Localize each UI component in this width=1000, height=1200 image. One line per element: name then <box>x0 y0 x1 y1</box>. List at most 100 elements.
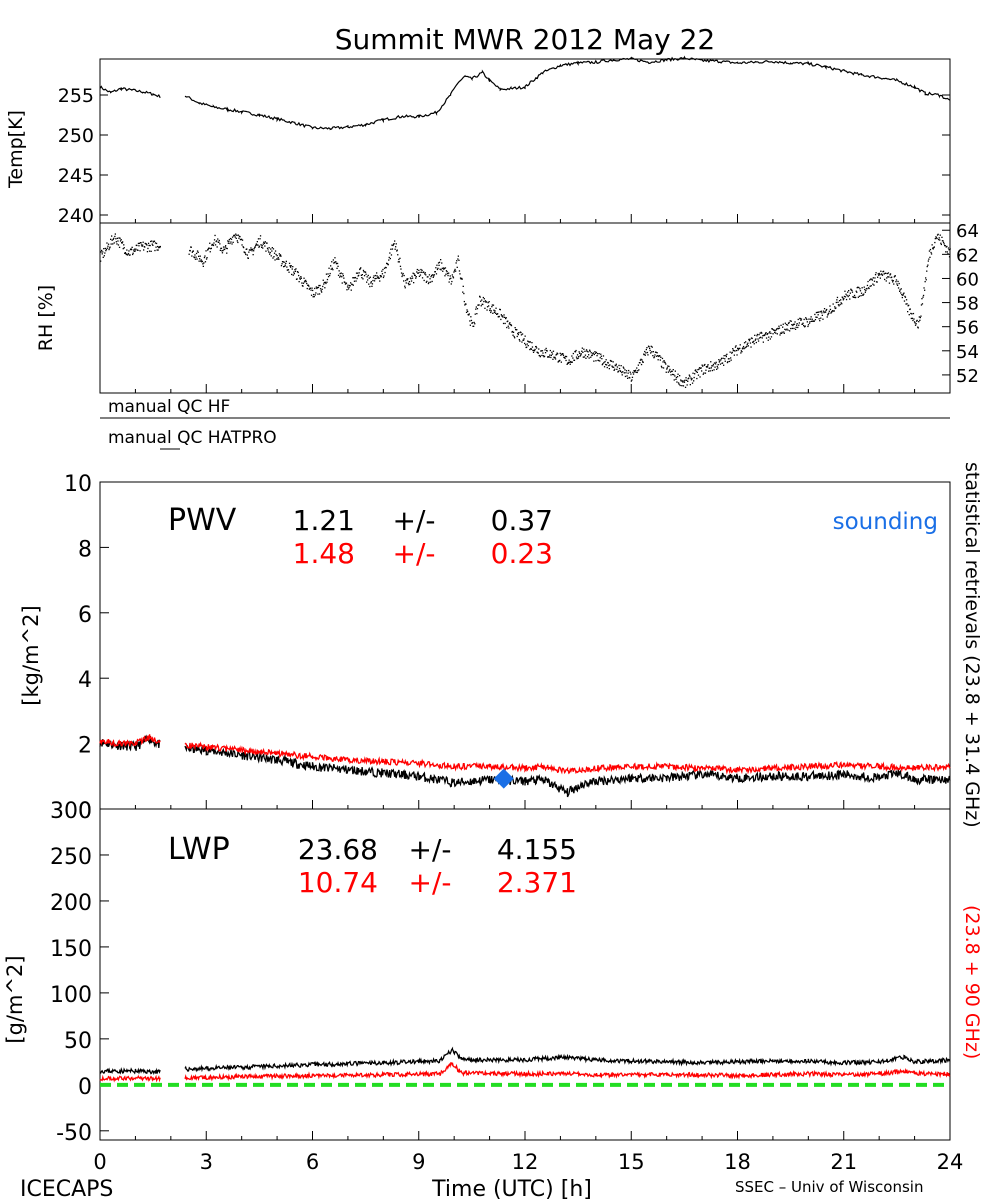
rh-point <box>872 277 874 279</box>
rh-point <box>728 360 731 363</box>
rh-point <box>759 332 761 334</box>
rh-point <box>642 361 644 363</box>
rh-point <box>138 245 140 247</box>
rh-point <box>210 247 212 249</box>
rh-point <box>423 271 425 273</box>
rh-point <box>668 365 670 368</box>
rh-point <box>790 320 792 322</box>
rh-point <box>211 244 213 246</box>
rh-point <box>630 373 632 375</box>
rh-point <box>224 248 226 251</box>
rh-point <box>754 334 756 336</box>
rh-point <box>567 362 569 364</box>
rh-point <box>268 247 270 249</box>
rh-point <box>678 383 680 385</box>
rh-point <box>531 342 533 344</box>
rh-point <box>482 296 484 299</box>
rh-point <box>523 338 525 340</box>
rh-point <box>749 342 752 344</box>
rh-point <box>848 290 850 292</box>
rh-point <box>194 258 197 260</box>
rh-point <box>784 328 786 330</box>
rh-point <box>397 254 399 256</box>
rh-point <box>343 277 345 279</box>
rh-point <box>471 322 474 324</box>
rh-point <box>389 257 391 260</box>
rh-point <box>887 272 890 274</box>
rh-point <box>666 368 668 370</box>
rh-point <box>675 378 677 380</box>
rh-point <box>445 273 447 275</box>
rh-point <box>679 384 681 387</box>
rh-point <box>927 260 929 262</box>
rh-point <box>629 371 631 373</box>
rh-point <box>470 316 472 318</box>
rh-point <box>743 342 746 344</box>
rh-point <box>288 271 290 273</box>
rh-point <box>749 338 751 340</box>
rh-point <box>437 267 439 269</box>
rh-point <box>743 348 745 350</box>
rh-point <box>711 365 713 367</box>
rh-point <box>641 359 643 361</box>
rh-point <box>776 333 778 335</box>
rh-point <box>271 247 273 249</box>
rh-point <box>602 355 605 357</box>
rh-point <box>457 258 459 260</box>
rh-point <box>712 365 714 367</box>
rh-point <box>136 244 138 247</box>
rh-point <box>615 363 617 365</box>
lwp-xtick-label: 18 <box>724 1150 751 1174</box>
rh-point <box>374 274 377 277</box>
rh-point <box>433 274 435 276</box>
rh-point <box>204 261 207 263</box>
rh-point <box>480 300 482 302</box>
rh-point <box>371 285 373 287</box>
rh-point <box>613 369 615 371</box>
rh-point <box>331 261 333 263</box>
rh-point <box>849 292 851 294</box>
rh-point <box>205 258 208 260</box>
rh-point <box>419 271 421 274</box>
rh-point <box>575 356 578 358</box>
rh-point <box>769 331 771 333</box>
rh-point <box>660 356 662 358</box>
lwp-xtick-label: 21 <box>830 1150 857 1174</box>
rh-point <box>762 335 764 337</box>
rh-point <box>776 328 778 330</box>
rh-point <box>301 282 303 284</box>
rh-point <box>827 313 829 315</box>
rh-point <box>535 345 537 348</box>
rh-point <box>455 270 457 272</box>
rh-point <box>583 356 586 358</box>
rh-point <box>402 272 404 275</box>
rh-point <box>840 299 842 301</box>
rh-point <box>665 363 667 365</box>
rh-point <box>941 236 943 238</box>
rh-point <box>876 281 878 283</box>
rh-point <box>255 243 257 245</box>
rh-point <box>207 248 209 250</box>
rh-point <box>279 255 281 257</box>
rh-point <box>475 308 477 310</box>
rh-point <box>408 281 411 283</box>
rh-point <box>856 291 858 293</box>
lwp-stat-pm: +/- <box>409 833 452 866</box>
rh-point <box>698 367 701 369</box>
rh-point <box>270 248 272 250</box>
rh-point <box>268 251 270 253</box>
rh-point <box>468 313 470 315</box>
rh-point <box>273 252 276 254</box>
rh-point <box>503 316 506 318</box>
rh-point <box>871 278 873 280</box>
rh-point <box>520 331 522 334</box>
rh-point <box>150 250 152 252</box>
rh-point <box>624 369 626 371</box>
rh-point <box>860 292 863 294</box>
rh-point <box>339 272 341 275</box>
rh-point <box>709 370 711 372</box>
rh-point <box>725 355 727 358</box>
rh-point <box>252 254 254 256</box>
rh-point <box>901 296 903 299</box>
rh-point <box>350 282 352 284</box>
